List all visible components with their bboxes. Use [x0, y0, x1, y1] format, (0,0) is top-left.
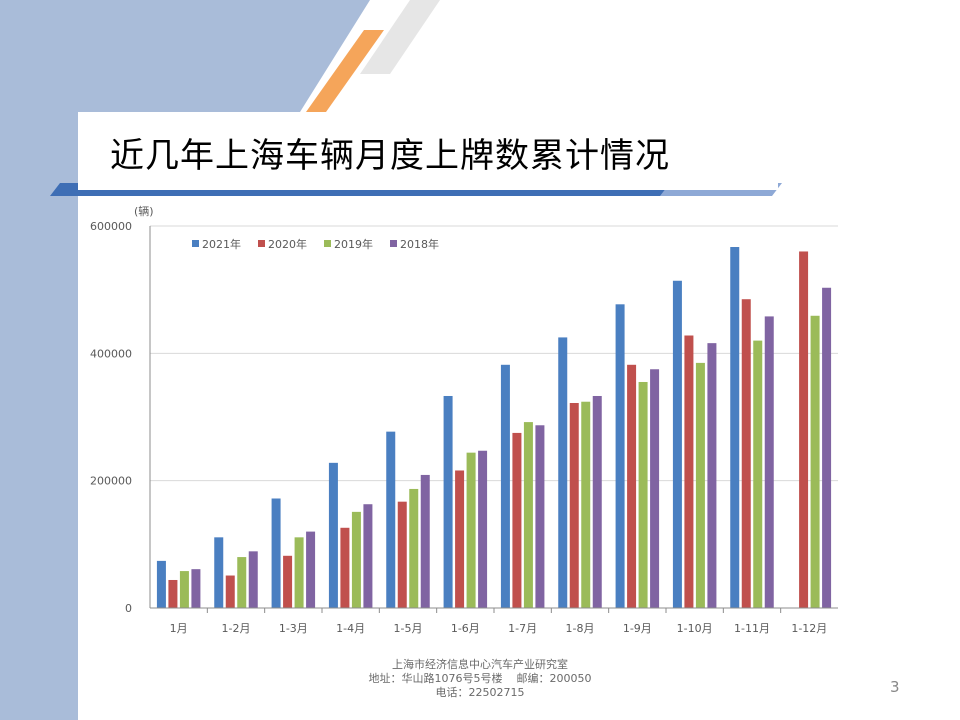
bar-2021年-1-3月 — [271, 498, 281, 608]
x-tick-label: 1-5月 — [394, 622, 423, 635]
bar-2020年-1-9月 — [627, 364, 637, 608]
bar-2021年-1-5月 — [386, 431, 396, 608]
y-tick-label: 200000 — [90, 475, 132, 488]
footer-line-2: 地址：华山路1076号5号楼 邮编：200050 — [368, 672, 592, 685]
x-tick-label: 1-4月 — [336, 622, 365, 635]
legend-entry: 2020年 — [268, 237, 307, 251]
x-tick-label: 1-6月 — [451, 622, 480, 635]
bar-2020年-1-5月 — [397, 501, 407, 608]
chart-x-axis: 1月 1-2月 1-3月 1-4月 1-5月 1-6月 1-7月 1-8月 1-9月 1-10月 1… — [150, 607, 838, 635]
bar-2018年-1-10月 — [707, 343, 717, 608]
bar-2021年-1月 — [156, 560, 166, 608]
bar-2019年-1-7月 — [523, 422, 533, 608]
x-tick-label: 1-8月 — [566, 622, 595, 635]
y-tick-label: 0 — [125, 602, 132, 615]
bar-2018年-1-7月 — [535, 425, 545, 608]
chart-gridlines — [150, 225, 838, 482]
bar-2019年-1-3月 — [294, 537, 304, 608]
x-tick-label: 1-11月 — [734, 622, 770, 635]
bar-2018年-1-12月 — [822, 287, 832, 608]
slide-title: 近几年上海车辆月度上牌数累计情况 — [110, 136, 670, 176]
bar-chart: 0 200000 400000 600000 1月 1-2月 1-3月 1-4月 1-5月 1-… — [90, 204, 838, 635]
bar-2020年-1-6月 — [455, 470, 465, 608]
bar-2019年-1-8月 — [581, 401, 591, 608]
x-tick-label: 1-2月 — [222, 622, 251, 635]
bar-2020年-1-2月 — [225, 575, 235, 608]
y-unit-label: (辆) — [134, 204, 154, 218]
bar-2020年-1-7月 — [512, 432, 522, 608]
bar-2018年-1-8月 — [592, 395, 602, 608]
bar-2021年-1-2月 — [214, 537, 224, 608]
bar-2021年-1-6月 — [443, 395, 453, 608]
bar-2020年-1-8月 — [569, 402, 579, 608]
left-decor-band — [0, 0, 78, 720]
bar-2018年-1-5月 — [420, 474, 430, 608]
bar-2018年-1-4月 — [363, 504, 373, 608]
bar-2021年-1-7月 — [500, 364, 510, 608]
page-number: 3 — [890, 678, 900, 696]
bar-2021年-1-9月 — [615, 304, 625, 608]
y-tick-label: 400000 — [90, 347, 132, 360]
legend-entry: 2019年 — [334, 237, 373, 251]
title-panel — [78, 112, 778, 190]
x-tick-label: 1-3月 — [279, 622, 308, 635]
x-tick-label: 1-9月 — [623, 622, 652, 635]
y-tick-label: 600000 — [90, 220, 132, 233]
bar-2018年-1月 — [191, 569, 201, 608]
bar-2018年-1-2月 — [248, 551, 258, 608]
footer: 上海市经济信息中心汽车产业研究室 地址：华山路1076号5号楼 邮编：20005… — [300, 658, 660, 700]
legend-swatch — [192, 240, 199, 247]
bar-2021年-1-11月 — [730, 247, 740, 608]
bar-2019年-1-2月 — [237, 557, 247, 608]
legend-entry: 2021年 — [202, 237, 241, 251]
x-tick-label: 1-12月 — [791, 622, 827, 635]
bar-2019年-1-10月 — [695, 362, 705, 608]
footer-line-1: 上海市经济信息中心汽车产业研究室 — [392, 658, 568, 671]
bar-2019年-1-6月 — [466, 452, 476, 608]
chart-legend: 2021年 2020年 2019年 2018年 — [192, 237, 439, 251]
legend-entry: 2018年 — [400, 237, 439, 251]
x-tick-label: 1-10月 — [677, 622, 713, 635]
x-tick-label: 1-7月 — [508, 622, 537, 635]
footer-line-3: 电话：22502715 — [435, 686, 525, 699]
bar-2021年-1-8月 — [558, 337, 568, 608]
bar-2021年-1-4月 — [328, 462, 338, 608]
bar-2019年-1-11月 — [753, 340, 763, 608]
chart-bars — [156, 247, 832, 608]
bar-2020年-1-12月 — [799, 251, 809, 608]
bar-2019年-1-4月 — [351, 511, 361, 608]
bar-2019年-1-12月 — [810, 315, 820, 608]
bar-2020年-1月 — [168, 579, 178, 608]
chart-y-axis: 0 200000 400000 600000 — [90, 220, 151, 615]
bar-2020年-1-11月 — [741, 299, 751, 608]
bar-2018年-1-11月 — [764, 316, 774, 608]
legend-swatch — [324, 240, 331, 247]
bar-2020年-1-3月 — [283, 555, 293, 608]
x-tick-label: 1月 — [170, 622, 188, 635]
bar-2018年-1-9月 — [650, 369, 660, 608]
bar-2019年-1-5月 — [409, 488, 419, 608]
bar-2018年-1-6月 — [478, 450, 488, 608]
bar-2019年-1月 — [179, 571, 189, 608]
bar-2020年-1-4月 — [340, 527, 350, 608]
bar-2021年-1-10月 — [672, 280, 682, 608]
bar-2020年-1-10月 — [684, 335, 694, 608]
bar-2019年-1-9月 — [638, 381, 648, 608]
bar-2018年-1-3月 — [306, 531, 316, 608]
legend-swatch — [258, 240, 265, 247]
legend-swatch — [390, 240, 397, 247]
header-decoration — [50, 0, 782, 196]
